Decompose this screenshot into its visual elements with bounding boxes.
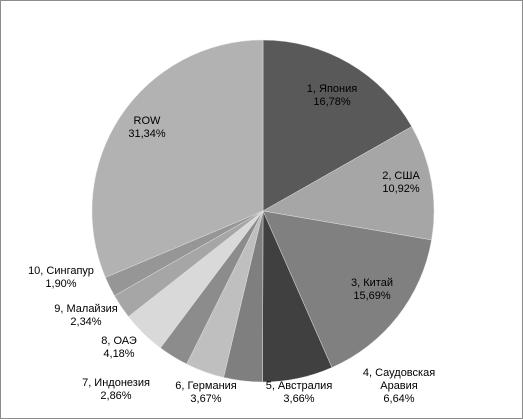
category-label: 9, Малайзия <box>54 303 118 315</box>
value-label: 10,92% <box>382 183 420 195</box>
value-label: 15,69% <box>353 290 391 302</box>
slice-label: 9, Малайзия 2,34% <box>41 303 131 329</box>
value-label: 31,34% <box>128 128 166 140</box>
value-label: 4,18% <box>103 348 135 360</box>
category-label: 5, Австралия <box>265 380 333 392</box>
value-label: 3,66% <box>283 393 315 405</box>
category-label: 4, Саудовская Аравия <box>362 367 436 392</box>
slice-label: ROW 31,34% <box>107 115 187 141</box>
value-label: 16,78% <box>313 96 351 108</box>
value-label: 1,90% <box>45 278 77 290</box>
slice-label: 3, Китай 15,69% <box>332 277 412 303</box>
value-label: 6,64% <box>383 393 415 405</box>
category-label: 3, Китай <box>351 277 393 289</box>
pie-slice <box>262 210 432 368</box>
category-label: 8, ОАЭ <box>101 335 137 347</box>
slice-label: 5, Австралия 3,66% <box>254 380 344 406</box>
slice-label: 8, ОАЭ 4,18% <box>79 335 159 361</box>
pie-slice <box>91 39 264 278</box>
value-label: 2,34% <box>70 316 102 328</box>
slice-label: 4, Саудовская Аравия 6,64% <box>349 367 449 406</box>
category-label: 10, Сингапур <box>28 265 94 277</box>
slice-label: 6, Германия 3,67% <box>161 380 251 406</box>
value-label: 3,67% <box>190 393 222 405</box>
category-label: 2, США <box>382 170 420 182</box>
slice-label: 2, США 10,92% <box>361 170 441 196</box>
pie-slice <box>262 126 435 241</box>
value-label: 2,86% <box>100 390 132 402</box>
slice-label: 7, Индонезия 2,86% <box>71 377 161 403</box>
slice-label: 1, Япония 16,78% <box>292 83 372 109</box>
pie-slice <box>262 39 413 212</box>
category-label: 6, Германия <box>175 380 237 392</box>
category-label: 7, Индонезия <box>82 377 150 389</box>
category-label: 1, Япония <box>306 83 358 95</box>
category-label: ROW <box>133 115 161 127</box>
slice-label: 10, Сингапур 1,90% <box>16 265 106 291</box>
